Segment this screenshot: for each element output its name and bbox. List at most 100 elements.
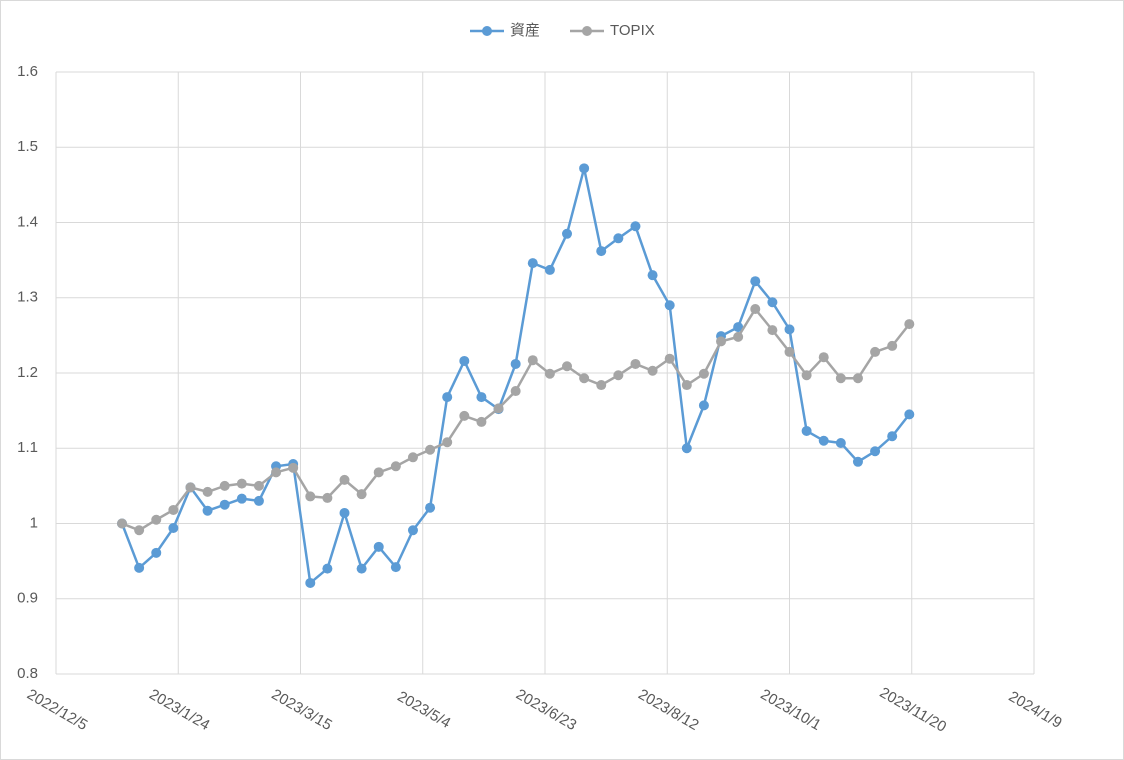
data-point [407,525,418,536]
data-point [425,502,436,513]
data-point [544,368,555,379]
x-tick-label: 2023/8/12 [635,686,701,734]
data-point [596,246,607,257]
data-point [544,264,555,275]
data-point [630,358,641,369]
x-tick-label: 2023/6/23 [513,686,579,734]
data-point [698,368,709,379]
data-point [852,373,863,384]
data-point [870,446,881,457]
data-point [835,373,846,384]
data-point [288,462,299,473]
data-point [476,392,487,403]
data-point [870,346,881,357]
x-tick-label: 2023/5/4 [394,688,453,732]
data-point [459,410,470,421]
data-point [767,297,778,308]
data-point [339,474,350,485]
legend-marker [582,26,592,36]
data-point [202,505,213,516]
y-tick-label: 1.5 [17,138,38,155]
x-tick-label: 2023/3/15 [269,686,335,734]
data-point [681,380,692,391]
data-point [134,525,145,536]
x-tick-label: 2022/12/5 [24,686,90,734]
data-point [887,431,898,442]
data-point [236,478,247,489]
data-point [510,386,521,397]
legend-marker [482,26,492,36]
data-point [835,437,846,448]
data-point [442,437,453,448]
x-tick-label: 2023/10/1 [758,686,824,734]
data-point [322,492,333,503]
data-point [904,409,915,420]
y-tick-label: 1 [30,514,38,531]
x-tick-label: 2023/1/24 [146,686,212,734]
data-point [784,324,795,335]
data-point [630,221,641,232]
data-point [698,400,709,411]
data-point [305,577,316,588]
data-point [168,504,179,515]
data-point [305,491,316,502]
data-point [356,489,367,500]
data-point [733,322,744,333]
data-point [904,319,915,330]
data-point [613,233,624,244]
data-point [322,563,333,574]
y-tick-label: 1.2 [17,364,38,381]
legend-label: 資産 [510,22,540,39]
data-point [373,467,384,478]
data-point [253,495,264,506]
data-point [562,228,573,239]
y-tick-label: 1.3 [17,289,38,306]
data-point [425,444,436,455]
y-tick-label: 1.6 [17,63,38,80]
data-point [117,518,128,529]
data-point [356,563,367,574]
data-point [767,325,778,336]
data-point [151,547,162,558]
data-point [202,486,213,497]
data-point [459,355,470,366]
data-point [339,507,350,518]
data-point [596,380,607,391]
data-point [750,304,761,315]
data-point [852,456,863,467]
data-point [390,562,401,573]
data-point [527,258,538,269]
data-point [510,358,521,369]
data-point [664,353,675,364]
data-point [750,276,761,287]
data-point [493,403,504,414]
data-point [647,270,658,281]
data-point [442,392,453,403]
y-tick-label: 1.1 [17,439,38,456]
data-point [185,482,196,493]
data-point [681,443,692,454]
data-point [818,352,829,363]
x-tick-label: 2023/11/20 [877,684,950,736]
data-point [579,373,590,384]
series-line [120,167,911,585]
x-tick-label: 2024/1/9 [1006,688,1065,732]
data-point [271,467,282,478]
y-tick-label: 0.9 [17,590,38,607]
data-point [253,480,264,491]
y-tick-label: 0.8 [17,665,38,682]
data-point [579,163,590,174]
data-point [373,541,384,552]
data-point [818,435,829,446]
legend-label: TOPIX [610,22,655,39]
data-point [562,361,573,372]
data-point [219,499,230,510]
y-tick-label: 1.4 [17,213,38,230]
data-point [664,300,675,311]
data-point [219,480,230,491]
data-point [801,425,812,436]
data-point [733,331,744,342]
data-point [527,355,538,366]
